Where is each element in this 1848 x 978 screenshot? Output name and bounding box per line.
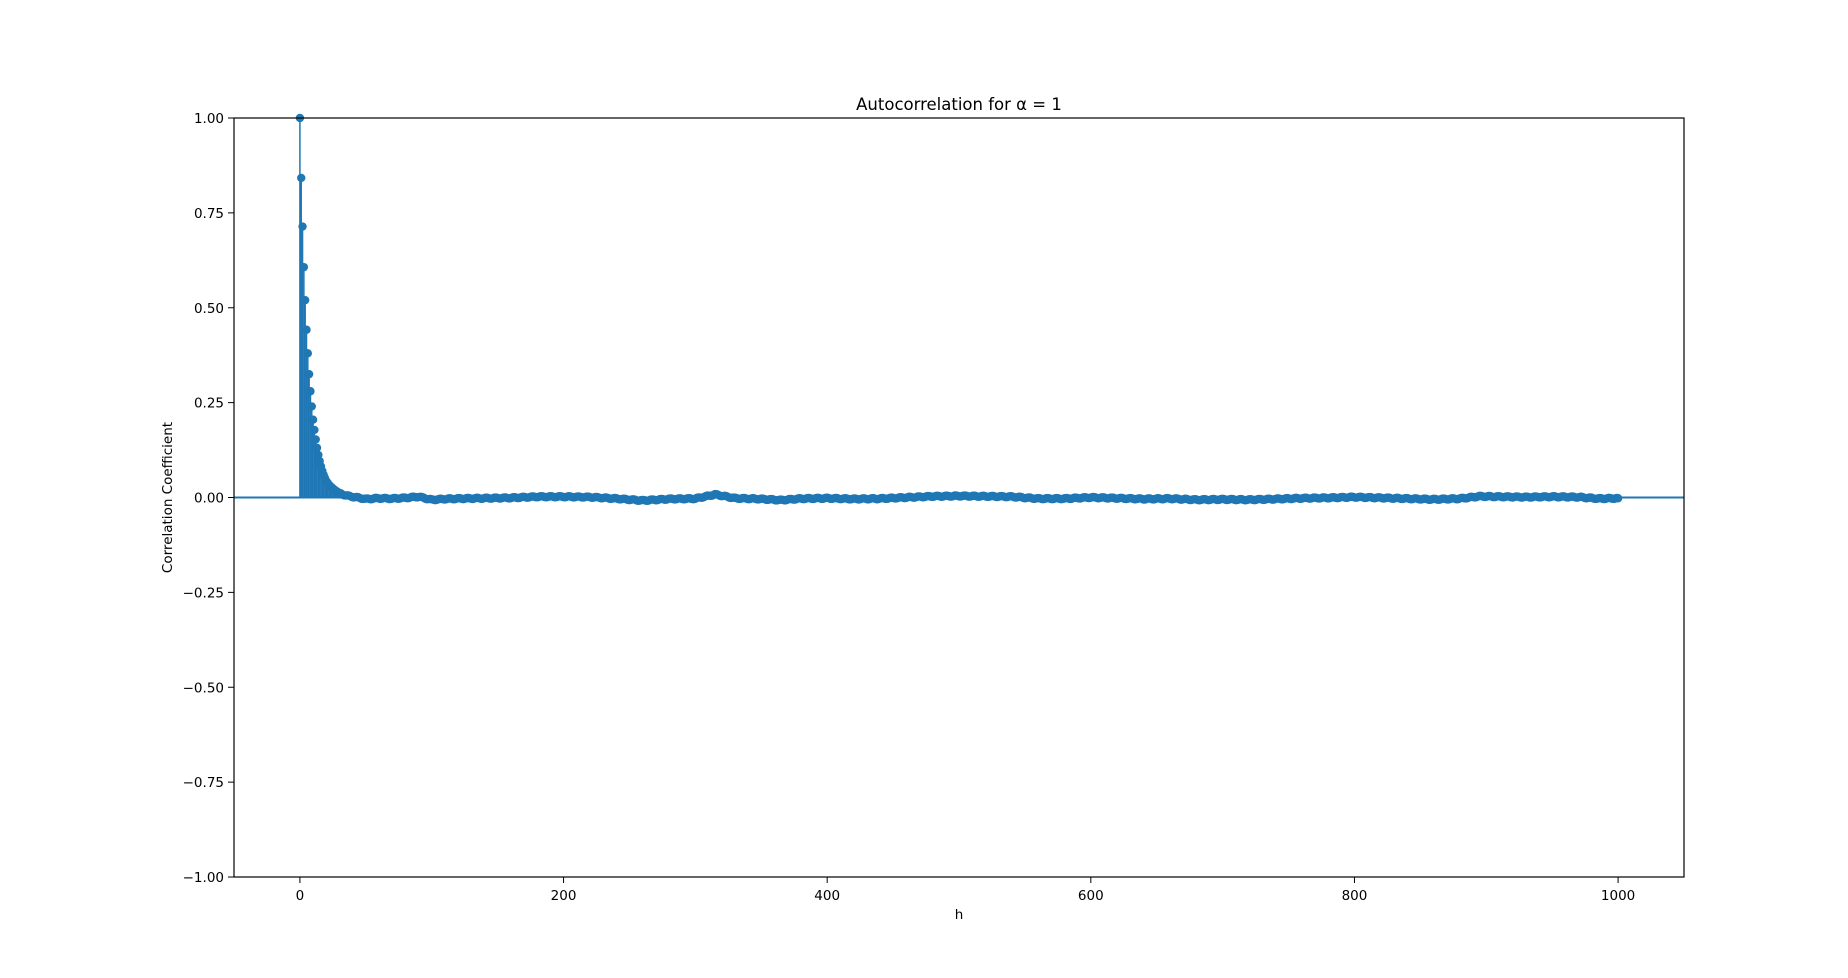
- y-tick-label: 0.75: [194, 206, 224, 222]
- stem-marker: [310, 425, 319, 435]
- stem-marker: [1613, 494, 1623, 503]
- stem-marker: [307, 402, 316, 411]
- stem-markers: [295, 113, 1623, 506]
- x-tick-label: 400: [814, 888, 840, 904]
- x-tick-label: 1000: [1601, 888, 1635, 904]
- y-tick-label: 0.25: [194, 396, 224, 412]
- stem-marker: [304, 369, 314, 379]
- y-axis-ticks: 1.00 0.75 0.50 0.25 0.00 −0.25 −0.50 −0.75 −1.00: [183, 111, 234, 886]
- x-tick-label: 0: [296, 888, 305, 904]
- y-tick-label: −0.50: [183, 680, 224, 696]
- x-tick-label: 200: [551, 888, 577, 904]
- stem-marker: [302, 325, 311, 334]
- y-tick-label: −0.25: [183, 585, 224, 601]
- stem-marker: [297, 173, 306, 183]
- stem-marker: [298, 222, 307, 231]
- x-axis-label: h: [955, 907, 964, 923]
- x-axis-ticks: 0 200 400 600 800 1000: [296, 877, 1635, 904]
- y-tick-label: −1.00: [183, 870, 224, 886]
- y-tick-label: 0.00: [194, 491, 224, 507]
- stem-marker: [311, 435, 320, 444]
- stem-marker: [312, 443, 322, 452]
- stem-marker: [303, 349, 313, 358]
- stem-marker: [299, 262, 309, 272]
- y-axis-label: Correlation Coefficient: [160, 422, 176, 573]
- chart-title: Autocorrelation for α = 1: [856, 95, 1062, 114]
- y-tick-label: 1.00: [194, 111, 224, 127]
- y-tick-label: −0.75: [183, 775, 224, 791]
- stem-marker: [306, 387, 315, 396]
- stem-marker: [300, 295, 310, 305]
- stem-marker: [308, 415, 318, 424]
- x-tick-label: 600: [1078, 888, 1104, 904]
- x-tick-label: 800: [1342, 888, 1368, 904]
- y-tick-label: 0.50: [194, 301, 224, 317]
